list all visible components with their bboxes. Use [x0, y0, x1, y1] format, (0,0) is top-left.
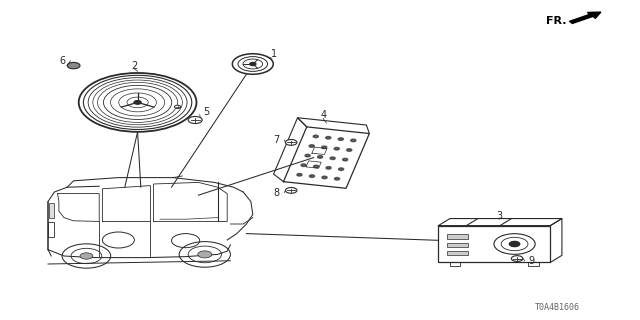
Circle shape: [339, 168, 344, 171]
Bar: [49, 203, 54, 218]
Text: 1: 1: [271, 49, 277, 60]
Circle shape: [198, 251, 212, 258]
Circle shape: [509, 241, 520, 247]
Circle shape: [134, 100, 141, 104]
Circle shape: [326, 137, 331, 139]
Circle shape: [339, 138, 344, 140]
Circle shape: [305, 154, 310, 157]
FancyArrow shape: [570, 12, 601, 23]
Circle shape: [326, 167, 331, 169]
Circle shape: [309, 175, 314, 177]
Circle shape: [250, 62, 256, 66]
Bar: [529, 262, 539, 266]
Text: 9: 9: [528, 256, 534, 266]
Circle shape: [335, 178, 340, 180]
Circle shape: [285, 188, 297, 193]
Circle shape: [174, 105, 181, 108]
Bar: [48, 222, 54, 237]
Circle shape: [330, 157, 335, 160]
Circle shape: [285, 140, 297, 145]
Text: 7: 7: [273, 135, 280, 145]
Text: FR.: FR.: [546, 16, 566, 26]
Text: 6: 6: [60, 56, 66, 66]
Circle shape: [67, 62, 80, 69]
Circle shape: [309, 145, 314, 147]
Text: 8: 8: [273, 188, 280, 198]
Circle shape: [511, 256, 523, 261]
Text: T0A4B1606: T0A4B1606: [534, 303, 579, 312]
Circle shape: [297, 173, 302, 176]
Bar: [447, 235, 467, 239]
Circle shape: [317, 156, 323, 158]
Circle shape: [351, 139, 356, 142]
Circle shape: [334, 148, 339, 150]
Text: 3: 3: [496, 211, 502, 221]
Text: 4: 4: [320, 110, 326, 120]
Circle shape: [314, 165, 319, 168]
Bar: [450, 262, 460, 266]
Text: 5: 5: [203, 107, 209, 117]
Circle shape: [322, 176, 327, 179]
Circle shape: [301, 164, 306, 166]
Bar: [438, 226, 550, 262]
Text: 2: 2: [131, 60, 138, 71]
Bar: [447, 243, 467, 247]
Circle shape: [313, 135, 318, 138]
Circle shape: [80, 253, 93, 259]
Bar: [447, 251, 467, 255]
Circle shape: [342, 158, 348, 161]
Circle shape: [188, 116, 202, 124]
Circle shape: [322, 146, 327, 148]
Circle shape: [347, 149, 352, 151]
